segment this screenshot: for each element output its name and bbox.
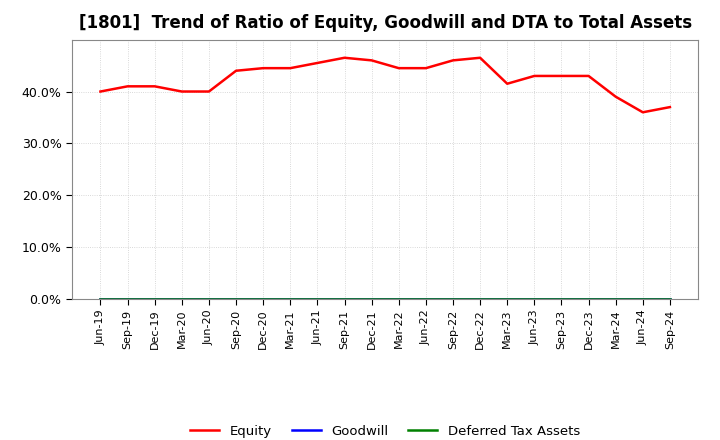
Goodwill xyxy=(286,297,294,302)
Goodwill xyxy=(503,297,511,302)
Equity xyxy=(476,55,485,60)
Deferred Tax Assets xyxy=(341,297,349,302)
Goodwill xyxy=(584,297,593,302)
Deferred Tax Assets xyxy=(150,297,159,302)
Deferred Tax Assets xyxy=(286,297,294,302)
Goodwill xyxy=(530,297,539,302)
Goodwill xyxy=(313,297,322,302)
Equity xyxy=(395,66,403,71)
Deferred Tax Assets xyxy=(611,297,620,302)
Equity xyxy=(421,66,430,71)
Equity xyxy=(178,89,186,94)
Goodwill xyxy=(341,297,349,302)
Deferred Tax Assets xyxy=(178,297,186,302)
Equity xyxy=(639,110,647,115)
Legend: Equity, Goodwill, Deferred Tax Assets: Equity, Goodwill, Deferred Tax Assets xyxy=(185,420,585,440)
Deferred Tax Assets xyxy=(96,297,105,302)
Goodwill xyxy=(259,297,268,302)
Goodwill xyxy=(665,297,674,302)
Deferred Tax Assets xyxy=(123,297,132,302)
Goodwill xyxy=(421,297,430,302)
Deferred Tax Assets xyxy=(557,297,566,302)
Deferred Tax Assets xyxy=(530,297,539,302)
Equity xyxy=(367,58,376,63)
Deferred Tax Assets xyxy=(639,297,647,302)
Equity xyxy=(557,73,566,79)
Deferred Tax Assets xyxy=(476,297,485,302)
Line: Equity: Equity xyxy=(101,58,670,112)
Equity xyxy=(150,84,159,89)
Deferred Tax Assets xyxy=(204,297,213,302)
Equity xyxy=(123,84,132,89)
Goodwill xyxy=(449,297,457,302)
Goodwill xyxy=(557,297,566,302)
Equity xyxy=(341,55,349,60)
Deferred Tax Assets xyxy=(584,297,593,302)
Goodwill xyxy=(232,297,240,302)
Equity xyxy=(611,94,620,99)
Title: [1801]  Trend of Ratio of Equity, Goodwill and DTA to Total Assets: [1801] Trend of Ratio of Equity, Goodwil… xyxy=(78,15,692,33)
Deferred Tax Assets xyxy=(665,297,674,302)
Goodwill xyxy=(476,297,485,302)
Goodwill xyxy=(150,297,159,302)
Equity xyxy=(232,68,240,73)
Equity xyxy=(449,58,457,63)
Equity xyxy=(286,66,294,71)
Goodwill xyxy=(96,297,105,302)
Deferred Tax Assets xyxy=(503,297,511,302)
Equity xyxy=(259,66,268,71)
Goodwill xyxy=(123,297,132,302)
Equity xyxy=(313,60,322,66)
Equity xyxy=(503,81,511,86)
Equity xyxy=(665,104,674,110)
Goodwill xyxy=(639,297,647,302)
Deferred Tax Assets xyxy=(449,297,457,302)
Deferred Tax Assets xyxy=(367,297,376,302)
Equity xyxy=(96,89,105,94)
Goodwill xyxy=(611,297,620,302)
Equity xyxy=(584,73,593,79)
Goodwill xyxy=(204,297,213,302)
Deferred Tax Assets xyxy=(232,297,240,302)
Deferred Tax Assets xyxy=(421,297,430,302)
Deferred Tax Assets xyxy=(395,297,403,302)
Goodwill xyxy=(367,297,376,302)
Deferred Tax Assets xyxy=(259,297,268,302)
Goodwill xyxy=(395,297,403,302)
Goodwill xyxy=(178,297,186,302)
Equity xyxy=(204,89,213,94)
Equity xyxy=(530,73,539,79)
Deferred Tax Assets xyxy=(313,297,322,302)
